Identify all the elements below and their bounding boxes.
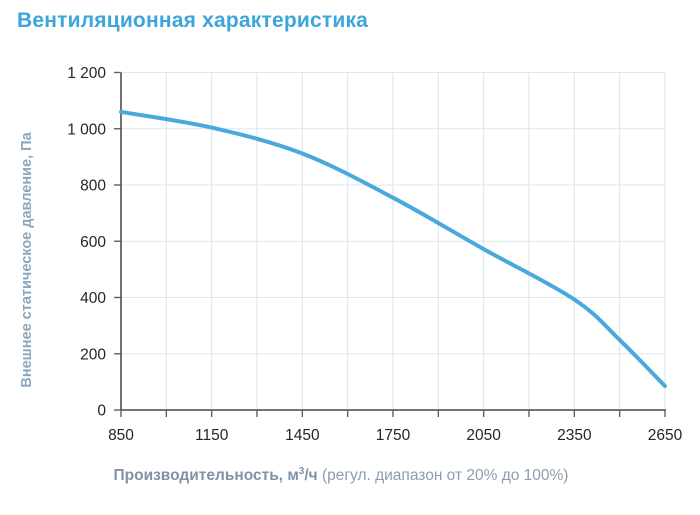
x-tick-label: 1450 [285, 427, 320, 444]
y-axis-title: Внешнее статическое давление, Па [19, 132, 35, 388]
y-tick-label: 200 [80, 346, 106, 363]
x-axis-caption-superscript: 3 [298, 465, 305, 477]
x-tick-label: 850 [108, 427, 134, 444]
y-tick-label: 400 [80, 290, 106, 307]
y-tick-label: 600 [80, 234, 106, 251]
x-tick-label: 1750 [376, 427, 411, 444]
x-axis-caption-range: (регул. диапазон от 20% до 100%) [317, 467, 569, 484]
x-tick-label: 2650 [648, 427, 683, 444]
pressure-flow-curve [119, 109, 667, 389]
x-tick-label: 1150 [195, 427, 229, 444]
y-tick-label: 1 200 [67, 65, 106, 82]
x-tick-label: 2350 [557, 427, 592, 444]
y-tick-label: 800 [80, 178, 106, 195]
x-tick-label: 2050 [466, 427, 501, 444]
chart-title: Вентиляционная характеристика [17, 9, 369, 32]
x-axis-caption: Производительность, м3/ч (регул. диапазо… [0, 465, 682, 485]
y-tick-label: 1 000 [67, 121, 106, 138]
x-axis-caption-unit: /ч [304, 467, 318, 484]
x-axis-caption-bold: Производительность, м [113, 467, 299, 484]
y-tick-label: 0 [97, 403, 106, 420]
